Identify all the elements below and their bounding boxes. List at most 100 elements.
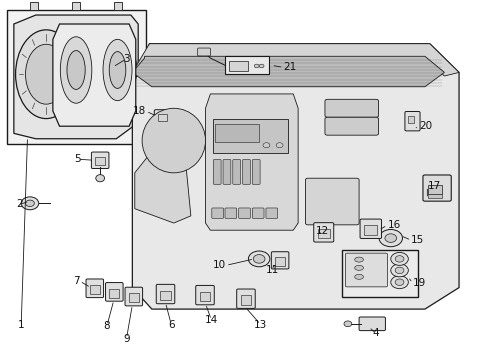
FancyBboxPatch shape [240,295,251,305]
FancyBboxPatch shape [211,208,223,219]
Ellipse shape [96,175,104,182]
Ellipse shape [25,44,67,104]
FancyBboxPatch shape [195,285,214,305]
Circle shape [343,321,351,327]
Circle shape [248,251,269,267]
FancyBboxPatch shape [224,56,268,74]
Ellipse shape [76,30,137,118]
Circle shape [21,197,39,210]
Circle shape [390,264,407,277]
Text: 8: 8 [103,321,110,330]
FancyBboxPatch shape [224,208,236,219]
Circle shape [260,140,272,150]
FancyBboxPatch shape [242,159,250,184]
FancyBboxPatch shape [274,257,285,266]
Text: 15: 15 [410,235,424,245]
FancyBboxPatch shape [228,60,248,71]
Circle shape [390,252,407,265]
FancyBboxPatch shape [345,253,386,287]
Text: 5: 5 [74,154,81,164]
Text: 1: 1 [18,320,24,330]
Polygon shape [132,56,444,87]
FancyBboxPatch shape [341,250,417,297]
FancyBboxPatch shape [404,112,419,131]
Polygon shape [14,15,138,139]
Ellipse shape [86,44,127,104]
FancyBboxPatch shape [86,279,103,298]
FancyBboxPatch shape [427,185,442,194]
Text: 7: 7 [73,276,80,286]
FancyBboxPatch shape [91,152,109,168]
Text: 6: 6 [168,320,174,330]
FancyBboxPatch shape [427,194,442,198]
FancyBboxPatch shape [271,252,288,269]
FancyBboxPatch shape [72,3,80,10]
FancyBboxPatch shape [6,10,145,144]
FancyBboxPatch shape [109,289,119,298]
FancyBboxPatch shape [252,159,260,184]
Circle shape [253,255,264,263]
Polygon shape [132,44,458,76]
FancyBboxPatch shape [128,293,139,302]
Text: 4: 4 [372,328,379,338]
FancyBboxPatch shape [156,284,174,304]
FancyBboxPatch shape [265,208,277,219]
FancyBboxPatch shape [359,219,381,238]
FancyBboxPatch shape [199,292,210,301]
FancyBboxPatch shape [232,159,240,184]
Ellipse shape [67,50,85,89]
FancyBboxPatch shape [325,99,378,117]
FancyBboxPatch shape [197,48,210,56]
FancyBboxPatch shape [407,116,413,123]
FancyBboxPatch shape [325,117,378,135]
FancyBboxPatch shape [422,175,450,201]
FancyBboxPatch shape [223,159,230,184]
FancyBboxPatch shape [215,124,259,142]
Circle shape [273,140,285,150]
FancyBboxPatch shape [252,208,264,219]
Ellipse shape [354,257,363,262]
FancyBboxPatch shape [358,317,385,330]
Polygon shape [53,24,136,126]
Text: 2: 2 [16,199,22,210]
FancyBboxPatch shape [236,289,255,309]
Text: 12: 12 [315,226,328,236]
FancyBboxPatch shape [317,229,329,238]
Ellipse shape [142,108,205,173]
Text: 21: 21 [283,62,296,72]
Text: 20: 20 [418,121,431,131]
FancyBboxPatch shape [212,119,288,153]
FancyBboxPatch shape [305,178,358,225]
Circle shape [394,279,403,285]
FancyBboxPatch shape [238,208,250,219]
Polygon shape [205,94,298,230]
Text: 17: 17 [427,181,440,192]
Ellipse shape [109,51,125,89]
FancyBboxPatch shape [30,3,38,10]
FancyBboxPatch shape [114,3,122,10]
Text: 19: 19 [412,278,425,288]
Circle shape [276,143,283,148]
Circle shape [390,276,407,289]
FancyBboxPatch shape [364,225,377,235]
FancyBboxPatch shape [158,114,167,121]
Circle shape [394,256,403,262]
Text: 18: 18 [132,106,146,116]
Text: 9: 9 [123,333,129,343]
Text: 13: 13 [253,320,266,329]
Ellipse shape [103,39,132,101]
Text: 16: 16 [386,220,400,230]
Ellipse shape [354,265,363,270]
FancyBboxPatch shape [95,157,105,165]
Circle shape [25,200,34,207]
Polygon shape [135,151,190,223]
FancyBboxPatch shape [213,159,221,184]
Circle shape [378,229,402,247]
Circle shape [384,234,396,242]
FancyBboxPatch shape [160,291,171,300]
Text: 14: 14 [204,315,218,325]
FancyBboxPatch shape [313,223,333,242]
Circle shape [263,143,269,148]
Ellipse shape [60,37,92,103]
Ellipse shape [16,30,77,118]
